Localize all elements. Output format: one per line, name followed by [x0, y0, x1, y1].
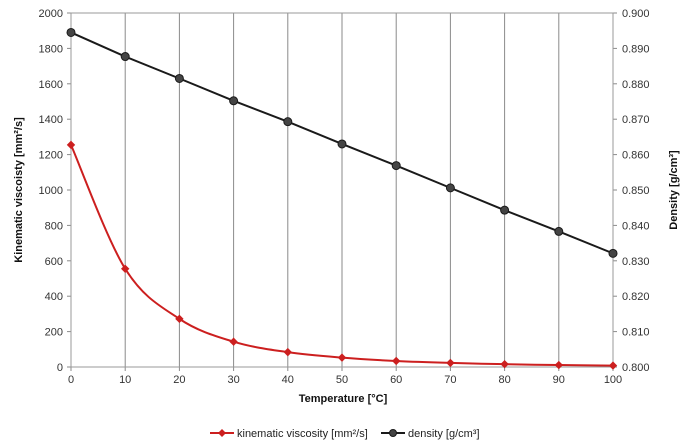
viscosity-point-10: [121, 264, 130, 273]
y2-tick-label-0.870: 0.870: [622, 114, 650, 126]
y-tick-label-600: 600: [45, 256, 63, 268]
y2-tick-label-0.810: 0.810: [622, 327, 650, 339]
legend-density-label: density [g/cm³]: [408, 428, 480, 440]
x-tick-label-60: 60: [390, 374, 402, 386]
series-0: [66, 140, 618, 370]
x-tick-label-70: 70: [444, 374, 456, 386]
viscosity-point-30: [229, 337, 238, 346]
y2-tick-label-0.820: 0.820: [622, 291, 650, 303]
y2-tick-label-0.830: 0.830: [622, 256, 650, 268]
y-tick-label-1800: 1800: [39, 43, 63, 55]
y-tick-label-1600: 1600: [39, 79, 63, 91]
y-axis-title: Kinematic viscoisty [mm²/s]: [13, 117, 25, 263]
legend-item-viscosity: kinematic viscosity [mm²/s]: [210, 428, 368, 440]
y2-tick-label-0.900: 0.900: [622, 8, 650, 20]
y-tick-label-800: 800: [45, 220, 63, 232]
viscosity-point-50: [337, 353, 347, 362]
x-tick-label-30: 30: [227, 374, 239, 386]
viscosity-point-100: [608, 361, 618, 370]
viscosity-point-20: [175, 314, 184, 324]
x-axis-title: Temperature [°C]: [299, 393, 388, 405]
density-point-30: [229, 96, 239, 106]
density-point-80: [500, 205, 510, 215]
series: [66, 27, 618, 370]
y2-tick-label-0.890: 0.890: [622, 43, 650, 55]
density-point-50: [337, 139, 347, 149]
series-line-0: [70, 144, 614, 367]
y2-tick-label-0.880: 0.880: [622, 79, 650, 91]
y2-axis-title: Density [g/cm³]: [668, 150, 680, 230]
y-tick-label-1000: 1000: [39, 185, 63, 197]
y2-tick-label-0.850: 0.850: [622, 185, 650, 197]
legend-density-marker: [389, 429, 397, 437]
legend-viscosity-label: kinematic viscosity [mm²/s]: [237, 428, 368, 440]
x-tick-label-80: 80: [498, 374, 510, 386]
y2-tick-label-0.840: 0.840: [622, 220, 650, 232]
series-1: [66, 27, 618, 258]
y-tick-label-400: 400: [45, 291, 63, 303]
x-tick-label-40: 40: [282, 374, 294, 386]
x-tick-label-100: 100: [604, 374, 622, 386]
plot-area: [70, 12, 614, 368]
density-point-70: [445, 183, 455, 193]
viscosity-point-80: [500, 359, 509, 369]
x-tick-label-90: 90: [553, 374, 565, 386]
density-point-90: [554, 226, 564, 236]
y-tick-label-1400: 1400: [39, 114, 63, 126]
tick-labels: 0 10 20 30 40 50 60 70 80 90 100020040060080010001…: [39, 8, 650, 386]
density-point-10: [120, 52, 130, 62]
x-tick-label-20: 20: [173, 374, 185, 386]
y2-tick-label-0.860: 0.860: [622, 150, 650, 162]
density-point-40: [283, 117, 293, 127]
y-tick-label-200: 200: [45, 327, 63, 339]
viscosity-point-0: [66, 140, 76, 150]
viscosity-point-60: [392, 356, 401, 366]
density-point-0: [66, 27, 76, 37]
y-tick-label-0: 0: [57, 362, 63, 374]
y-tick-label-2000: 2000: [39, 8, 63, 20]
density-point-20: [174, 73, 184, 83]
y-tick-label-1200: 1200: [39, 150, 63, 162]
density-point-100: [608, 248, 618, 258]
viscosity-point-90: [554, 360, 563, 370]
viscosity-point-70: [446, 358, 455, 368]
legend: kinematic viscosity [mm²/s] density [g/c…: [210, 428, 480, 440]
y2-tick-label-0.800: 0.800: [622, 362, 650, 374]
density-point-60: [391, 161, 401, 171]
x-tick-label-50: 50: [336, 374, 348, 386]
legend-item-density: density [g/cm³]: [381, 428, 480, 440]
x-tick-label-0: 0: [68, 374, 74, 386]
x-tick-label-10: 10: [119, 374, 131, 386]
legend-viscosity-marker: [218, 429, 226, 437]
viscosity-point-40: [283, 347, 292, 357]
